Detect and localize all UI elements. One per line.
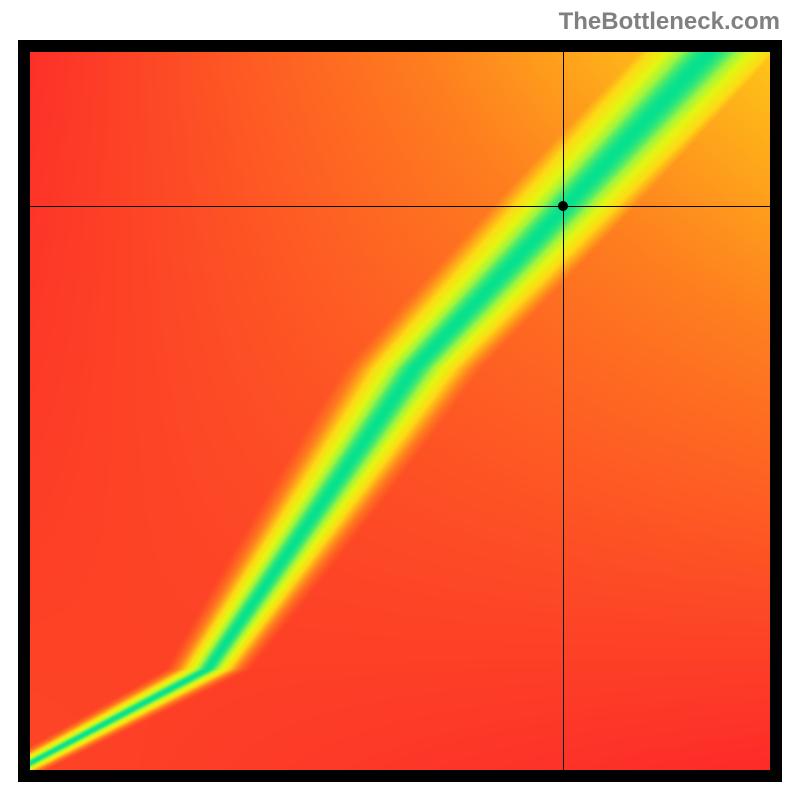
chart-container: TheBottleneck.com (0, 0, 800, 800)
heatmap-area (30, 52, 770, 770)
watermark-text: TheBottleneck.com (559, 8, 780, 36)
heatmap-canvas (30, 52, 770, 770)
crosshair-vertical (563, 52, 564, 770)
crosshair-horizontal (30, 206, 770, 207)
plot-frame (18, 40, 782, 782)
crosshair-marker (558, 201, 568, 211)
